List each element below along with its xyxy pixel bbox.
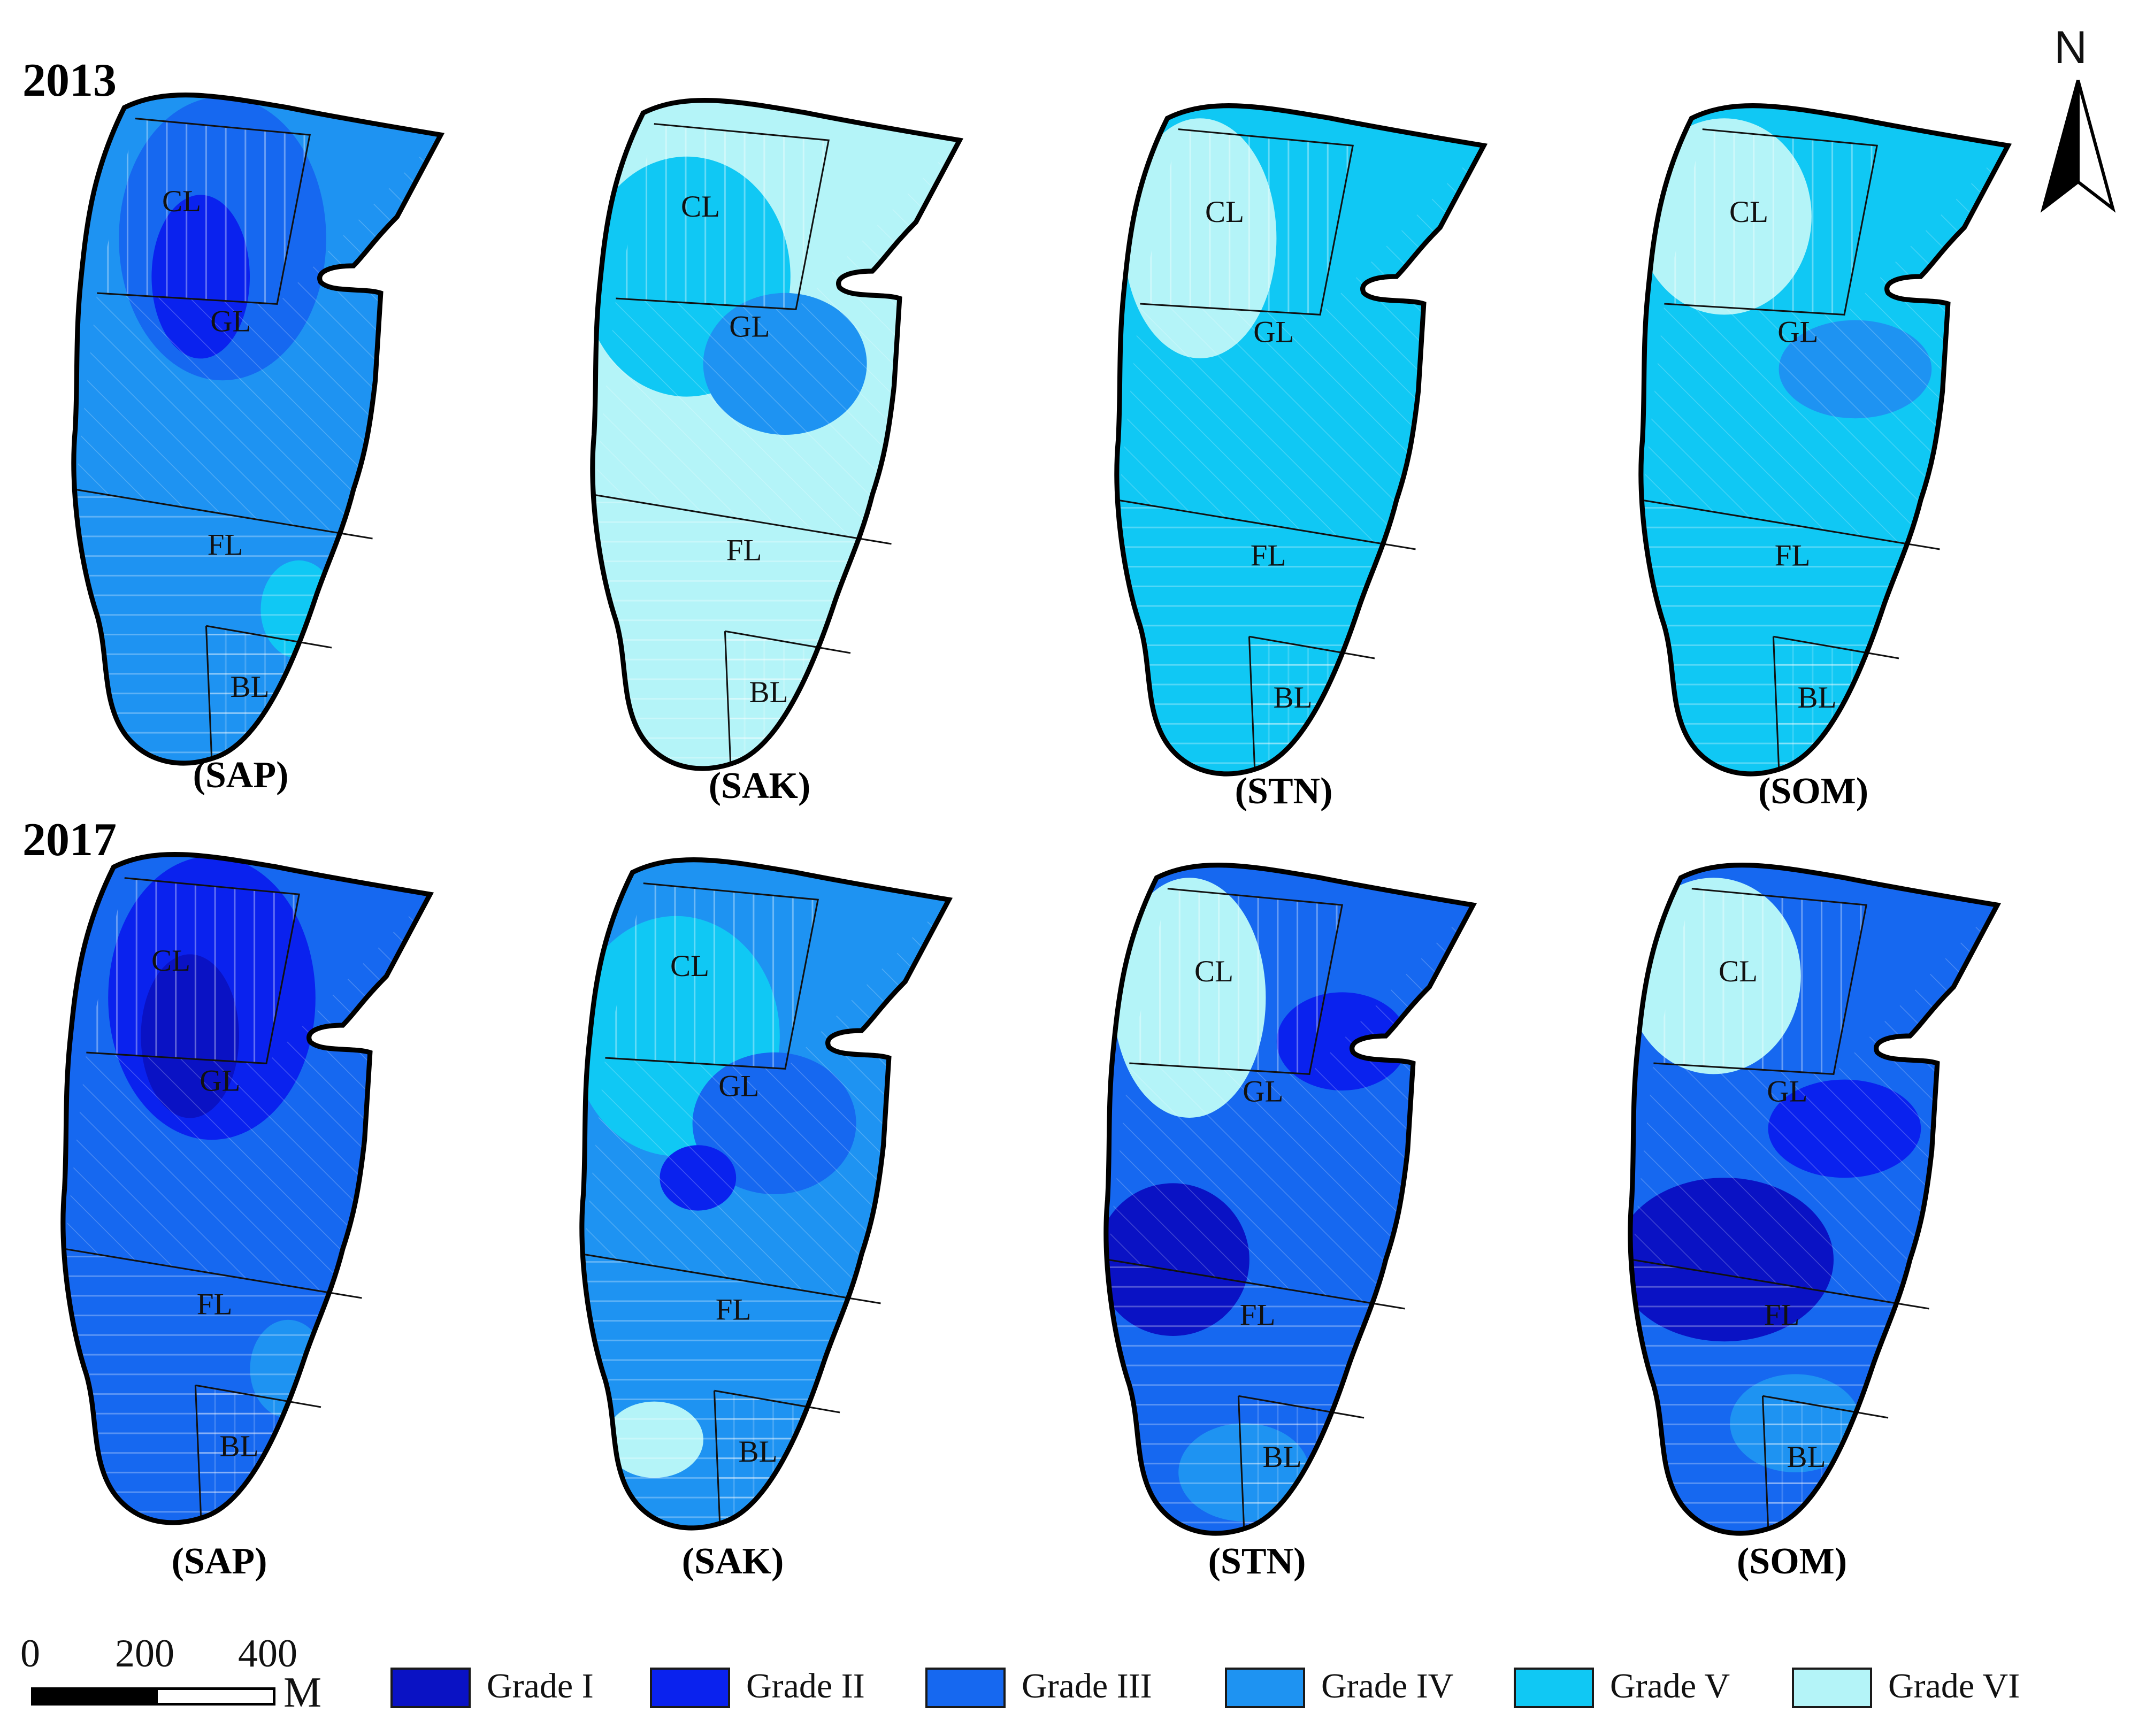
zone-label-cl: CL: [162, 185, 201, 218]
field-boundary: [71, 93, 445, 766]
legend-swatch-3: [925, 1668, 1006, 1708]
zone-label-bl: BL: [1798, 681, 1837, 715]
north-label: N: [2054, 22, 2088, 73]
legend-swatch-6: [1792, 1668, 1872, 1708]
zone-label-bl: BL: [1274, 681, 1313, 715]
panel-label-2013-sap: (SAP): [193, 755, 289, 796]
zone-label-gl: GL: [200, 1064, 240, 1097]
field-boundary: [1114, 103, 1488, 777]
scale-bar-black-segment: [31, 1687, 157, 1706]
zone-label-bl: BL: [1263, 1440, 1302, 1474]
zone-label-fl: FL: [1251, 539, 1286, 573]
legend-label-2: Grade II: [746, 1666, 865, 1706]
year-label-2017: 2017: [22, 814, 117, 866]
legend-label-6: Grade VI: [1888, 1666, 2020, 1706]
map-panel-2017-stn: CL GL FL BL: [1103, 863, 1477, 1536]
zone-label-gl: GL: [718, 1069, 759, 1103]
scale-tick-0: 0: [20, 1632, 40, 1676]
map-panel-2013-som: CL GL FL BL: [1638, 103, 2012, 777]
map-panel-2013-sak: CL GL FL BL: [590, 98, 964, 771]
zone-label-fl: FL: [716, 1293, 752, 1327]
zone-label-fl: FL: [1775, 539, 1811, 573]
field-boundary: [590, 98, 964, 771]
map-panel-2017-som: CL GL FL BL: [1628, 863, 2002, 1536]
panel-label-2013-sak: (SAK): [708, 765, 811, 806]
map-panel-2017-sak: CL GL FL BL: [579, 857, 953, 1531]
field-boundary: [1103, 863, 1477, 1536]
map-panel-2013-stn: CL GL FL BL: [1114, 103, 1488, 777]
zone-label-bl: BL: [231, 670, 270, 704]
legend-label-5: Grade V: [1610, 1666, 1730, 1706]
legend-label-3: Grade III: [1022, 1666, 1152, 1706]
year-label-2013: 2013: [22, 55, 117, 106]
zone-label-gl: GL: [1767, 1074, 1807, 1108]
legend-swatch-5: [1514, 1668, 1594, 1708]
zone-label-gl: GL: [1253, 315, 1294, 349]
zone-label-cl: CL: [670, 949, 709, 983]
zone-label-gl: GL: [1777, 315, 1818, 349]
zone-label-bl: BL: [220, 1430, 259, 1463]
legend-label-1: Grade I: [487, 1666, 594, 1706]
zone-label-bl: BL: [739, 1435, 778, 1469]
legend-label-4: Grade IV: [1321, 1666, 1454, 1706]
legend-swatch-4: [1225, 1668, 1305, 1708]
zone-label-cl: CL: [1719, 955, 1758, 988]
zone-label-bl: BL: [749, 675, 788, 709]
panel-label-2017-sap: (SAP): [171, 1541, 267, 1582]
map-panel-2017-sap: CL GL FL BL: [60, 852, 434, 1525]
panel-label-2013-stn: (STN): [1235, 771, 1333, 812]
zone-label-cl: CL: [1194, 955, 1233, 988]
legend-swatch-2: [650, 1668, 730, 1708]
scale-bar-white-segment: [155, 1687, 275, 1706]
panel-label-2017-stn: (STN): [1208, 1541, 1306, 1582]
zone-label-cl: CL: [1729, 195, 1768, 229]
north-arrow-icon: [2040, 80, 2116, 213]
zone-label-bl: BL: [1787, 1440, 1826, 1474]
zone-label-cl: CL: [681, 190, 720, 224]
zone-label-gl: GL: [729, 310, 770, 343]
field-boundary: [1638, 103, 2012, 777]
zone-label-fl: FL: [726, 534, 762, 567]
scale-tick-200: 200: [115, 1632, 174, 1676]
zone-label-cl: CL: [151, 944, 190, 978]
legend-swatch-1: [390, 1668, 471, 1708]
panel-label-2013-som: (SOM): [1758, 771, 1869, 812]
zone-label-fl: FL: [1240, 1299, 1276, 1332]
field-boundary: [579, 857, 953, 1531]
map-panel-2013-sap: CL GL FL BL: [71, 93, 445, 766]
scale-tick-400: 400: [238, 1632, 297, 1676]
zone-label-fl: FL: [1764, 1299, 1800, 1332]
zone-label-gl: GL: [1243, 1074, 1283, 1108]
zone-label-cl: CL: [1205, 195, 1244, 229]
panel-label-2017-sak: (SAK): [681, 1541, 784, 1582]
field-boundary: [1628, 863, 2002, 1536]
field-boundary: [60, 852, 434, 1525]
zone-label-fl: FL: [197, 1288, 233, 1322]
panel-label-2017-som: (SOM): [1736, 1541, 1848, 1582]
scale-unit: M: [283, 1669, 322, 1716]
zone-label-fl: FL: [208, 528, 243, 562]
zone-label-gl: GL: [210, 304, 251, 338]
